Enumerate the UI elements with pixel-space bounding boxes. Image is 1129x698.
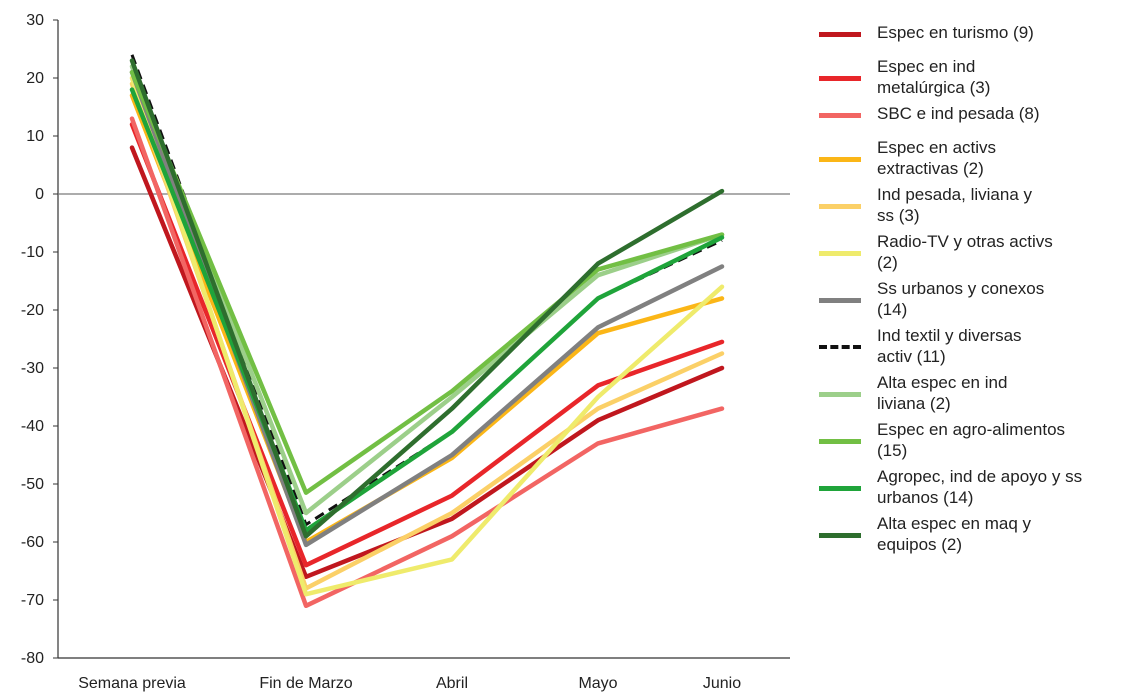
series-line-3	[129, 116, 725, 609]
legend-label: Ind textil y diversas	[877, 326, 1022, 345]
legend-item: Espec en turismo (9)	[817, 22, 1122, 43]
legend-label: (14)	[877, 300, 908, 319]
legend-label: liviana (2)	[877, 394, 951, 413]
legend-swatch	[819, 298, 861, 303]
legend-swatch	[819, 533, 861, 538]
legend-swatch	[819, 113, 861, 118]
legend-item: Ind textil y diversas activ (11)	[817, 325, 1122, 367]
series-line-1	[129, 145, 725, 580]
legend-item: SBC e ind pesada (8)	[817, 103, 1122, 124]
legend-label: Alta espec en maq y	[877, 514, 1032, 533]
series-line-9	[129, 64, 725, 516]
y-tick-label: -40	[21, 418, 44, 435]
legend-item: Espec en ind metalúrgica (3)	[817, 56, 1122, 98]
legend-item: Alta espec en maq y equipos (2)	[817, 513, 1122, 555]
legend-label: Espec en turismo (9)	[877, 23, 1034, 42]
series-line-12	[129, 58, 725, 539]
y-tick-label: 0	[35, 186, 44, 203]
y-tick-label: 10	[26, 128, 44, 145]
line-chart: 30 20 10 0 -10 -20 -30 -40 -50 -60 -70 -80 Semana pr…	[21, 12, 790, 692]
y-tick-label: 20	[26, 70, 44, 87]
legend-swatch	[819, 157, 861, 162]
legend-label: Ind pesada, liviana y	[877, 185, 1032, 204]
chart-series-lines	[129, 54, 725, 609]
y-tick-label: -80	[21, 650, 44, 667]
legend-label: (2)	[877, 253, 898, 272]
legend-label: Espec en activs	[877, 138, 997, 157]
y-tick-label: -20	[21, 302, 44, 319]
legend-item: Alta espec en ind liviana (2)	[817, 372, 1122, 414]
legend-label: urbanos (14)	[877, 488, 974, 507]
legend-item: Espec en activs extractivas (2)	[817, 137, 1122, 179]
legend-swatch	[819, 204, 861, 209]
series-line-10	[129, 69, 725, 495]
x-tick-label: Semana previa	[78, 675, 186, 692]
legend-label: Espec en ind	[877, 57, 976, 76]
legend-item: Ss urbanos y conexos (14)	[817, 278, 1122, 320]
y-tick-label: -30	[21, 360, 44, 377]
chart-axes: 30 20 10 0 -10 -20 -30 -40 -50 -60 -70 -80 Semana pr…	[21, 12, 790, 692]
legend-swatch	[819, 486, 861, 491]
legend-label: metalúrgica (3)	[877, 78, 991, 97]
chart-legend: Espec en turismo (9) Espec en ind metalúrg…	[817, 22, 1122, 560]
legend-item: Ind pesada, liviana y ss (3)	[817, 184, 1122, 226]
y-tick-label: -70	[21, 592, 44, 609]
x-tick-label: Fin de Marzo	[259, 675, 352, 692]
legend-swatch	[819, 345, 861, 349]
legend-label: equipos (2)	[877, 535, 963, 554]
legend-label: ss (3)	[877, 206, 920, 225]
legend-label: SBC e ind pesada (8)	[877, 104, 1040, 123]
y-tick-label: -50	[21, 476, 44, 493]
x-tick-label: Mayo	[578, 675, 617, 692]
legend-label: Agropec, ind de apoyo y ss	[877, 467, 1083, 486]
y-tick-label: -10	[21, 244, 44, 261]
legend-swatch	[819, 392, 861, 397]
legend-label: Ss urbanos y conexos	[877, 279, 1045, 298]
y-tick-label: 30	[26, 12, 44, 29]
legend-swatch	[819, 32, 861, 37]
legend-item: Radio-TV y otras activs (2)	[817, 231, 1122, 273]
legend-label: (15)	[877, 441, 908, 460]
legend-label: Espec en agro-alimentos	[877, 420, 1066, 439]
x-tick-label: Abril	[436, 675, 468, 692]
legend-label: Alta espec en ind	[877, 373, 1008, 392]
legend-swatch	[819, 439, 861, 444]
legend-label: Radio-TV y otras activs	[877, 232, 1053, 251]
legend-label: extractivas (2)	[877, 159, 984, 178]
legend-item: Espec en agro-alimentos (15)	[817, 419, 1122, 461]
x-tick-label: Junio	[703, 675, 741, 692]
series-line-6	[129, 75, 725, 597]
legend-label: activ (11)	[877, 347, 946, 366]
legend-item: Agropec, ind de apoyo y ss urbanos (14)	[817, 466, 1122, 508]
y-tick-label: -60	[21, 534, 44, 551]
legend-swatch	[819, 251, 861, 256]
legend-swatch	[819, 76, 861, 81]
